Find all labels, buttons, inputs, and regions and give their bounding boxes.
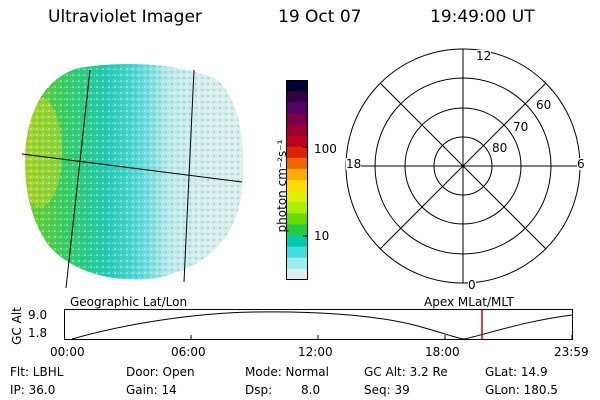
- colorbar-swatch: [286, 180, 308, 192]
- apex-label: Apex MLat/MLT: [424, 295, 514, 309]
- info-ip: IP: 36.0: [10, 383, 56, 397]
- colorbar-swatch: [286, 91, 308, 103]
- info-gc-alt: GC Alt: 3.2 Re: [364, 365, 448, 379]
- time-tick-2359: 23:59: [554, 345, 589, 359]
- info-dsp-label: Dsp:: [245, 383, 273, 397]
- lat-label-60: 60: [536, 98, 552, 112]
- time-tick-1200: 12:00: [298, 345, 333, 359]
- time-tick-0600: 06:00: [171, 345, 206, 359]
- color-bar: [286, 80, 308, 280]
- colorbar-swatch: [286, 213, 308, 226]
- clock-label-12: 12: [476, 49, 492, 63]
- lat-label-80: 80: [492, 141, 508, 155]
- colorbar-swatch: [286, 268, 308, 280]
- gc-alt-tick-max: 9.0: [28, 308, 48, 322]
- colorbar-swatch: [286, 80, 308, 92]
- colorbar-swatch: [286, 113, 308, 126]
- info-mode: Mode: Normal: [245, 365, 329, 379]
- colorbar-swatch: [286, 102, 308, 114]
- lat-label-70: 70: [513, 120, 529, 134]
- colorbar-tick-100: 100: [314, 142, 337, 156]
- colorbar-swatch: [286, 246, 308, 259]
- gc-alt-axis-label: GC Alt: [10, 307, 24, 345]
- app-title: Ultraviolet Imager: [48, 7, 202, 27]
- colorbar-swatch: [286, 224, 308, 237]
- info-door: Door: Open: [126, 365, 195, 379]
- clock-label-6: 6: [577, 157, 585, 171]
- colorbar-unit-label: photon cm⁻²s⁻¹: [275, 139, 289, 233]
- info-gain: Gain: 14: [126, 383, 177, 397]
- colorbar-swatch: [286, 135, 308, 148]
- date-label: 19 Oct 07: [278, 7, 362, 27]
- gc-alt-tick-min: 1.8: [28, 326, 48, 340]
- time-tick-0000: 00:00: [50, 345, 85, 359]
- info-seq: Seq: 39: [364, 383, 410, 397]
- time-label: 19:49:00 UT: [430, 7, 535, 27]
- altitude-timeline: [64, 309, 573, 340]
- polar-plot: [345, 48, 581, 284]
- colorbar-swatch: [286, 202, 308, 214]
- info-dsp-value: 8.0: [301, 383, 321, 397]
- info-glon: GLon: 180.5: [485, 383, 558, 397]
- clock-label-0: 0: [468, 278, 476, 292]
- colorbar-swatch: [286, 257, 308, 270]
- colorbar-swatch: [286, 157, 308, 170]
- geographic-label: Geographic Lat/Lon: [70, 295, 188, 309]
- colorbar-swatch: [286, 191, 308, 203]
- colorbar-swatch: [286, 124, 308, 137]
- colorbar-swatch: [286, 235, 308, 248]
- aurora-image: [21, 64, 244, 288]
- clock-label-18: 18: [346, 157, 362, 171]
- colorbar-swatch: [286, 168, 308, 181]
- time-tick-1800: 18:00: [425, 345, 460, 359]
- info-flt: Flt: LBHL: [10, 365, 64, 379]
- colorbar-tick-10: 10: [314, 229, 330, 243]
- colorbar-swatch: [286, 146, 308, 159]
- info-glat: GLat: 14.9: [485, 365, 548, 379]
